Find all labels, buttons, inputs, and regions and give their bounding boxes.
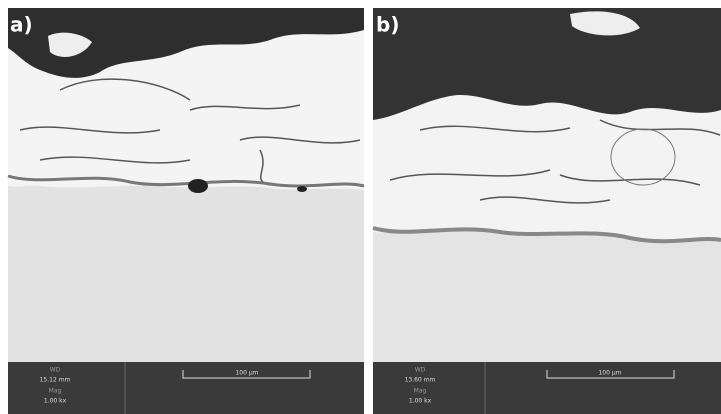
scale-label: 100 µm [235,370,258,377]
mag-value: 1.00 kx [409,398,432,405]
panel-label: a) [10,13,33,37]
wd-value: 13.60 mm [405,377,436,384]
scale-label: 100 µm [598,370,621,377]
micrograph-figure: a) WD 15.12 mm Mag 1.00 kx 100 µm b) WD … [0,0,721,414]
wd-value: 15.12 mm [40,377,71,384]
pore [297,186,307,192]
wd-label: WD [415,367,426,374]
panel-b: b) WD 13.60 mm Mag 1.00 kx 100 µm [373,8,721,414]
panel-a: a) WD 15.12 mm Mag 1.00 kx 100 µm [8,8,364,414]
wd-label: WD [50,367,61,374]
mag-value: 1.00 kx [44,398,67,405]
info-bar [8,362,364,414]
panel-label: b) [376,13,399,37]
pore [188,179,208,193]
mag-label: Mag [414,388,427,395]
mag-label: Mag [49,388,62,395]
